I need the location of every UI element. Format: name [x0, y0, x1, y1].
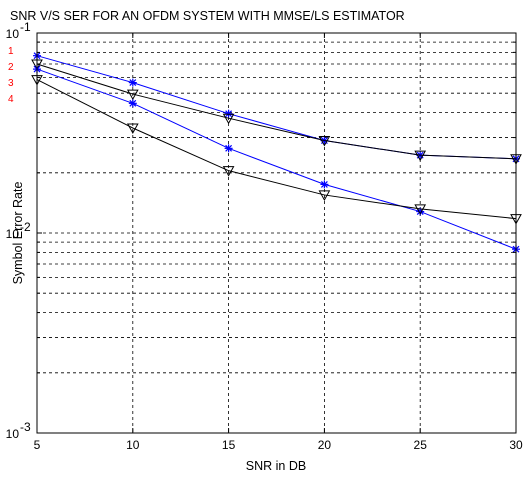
series-4: [31, 75, 522, 225]
x-axis-label: SNR in DB: [246, 459, 306, 473]
series-line: [36, 79, 517, 220]
data-point: [128, 78, 137, 87]
legend-marker-4: 4: [8, 94, 14, 105]
series-line: [36, 68, 517, 250]
data-point: [224, 144, 233, 153]
y-tick-label: 10: [6, 227, 20, 241]
x-tick-label: 15: [222, 438, 236, 452]
data-point: [224, 109, 233, 118]
data-point: [414, 204, 427, 215]
data-point: [128, 99, 137, 108]
y-tick-label: 10: [6, 427, 20, 441]
legend-markers: 1 2 3 4: [8, 46, 14, 105]
grid: [37, 33, 516, 433]
x-tick-label: 25: [414, 438, 428, 452]
data-point: [320, 180, 329, 189]
data-point: [222, 113, 235, 125]
data-point: [318, 190, 331, 201]
data-point: [318, 136, 331, 147]
x-tick-label: 20: [318, 438, 332, 452]
y-tick-label: 10: [6, 27, 20, 41]
chart-title: SNR V/S SER FOR AN OFDM SYSTEM WITH MMSE…: [10, 9, 405, 23]
y-tick-exponent: -2: [20, 220, 31, 234]
plot-area: [37, 33, 516, 433]
data-point: [126, 89, 139, 101]
y-axis-label: Symbol Error Rate: [11, 182, 25, 285]
data-point: [222, 166, 235, 177]
y-tick-exponent: -3: [20, 420, 31, 434]
y-tick-exponent: -1: [20, 20, 31, 34]
legend-marker-3: 3: [8, 78, 14, 89]
x-tick-label: 10: [126, 438, 140, 452]
legend-marker-2: 2: [8, 62, 14, 73]
series-group: [31, 51, 522, 254]
x-tick-label: 30: [509, 438, 523, 452]
legend-marker-1: 1: [8, 46, 14, 57]
data-point: [414, 150, 427, 162]
series-line: [36, 63, 517, 160]
x-tick-label: 5: [34, 438, 41, 452]
data-point: [126, 123, 139, 135]
